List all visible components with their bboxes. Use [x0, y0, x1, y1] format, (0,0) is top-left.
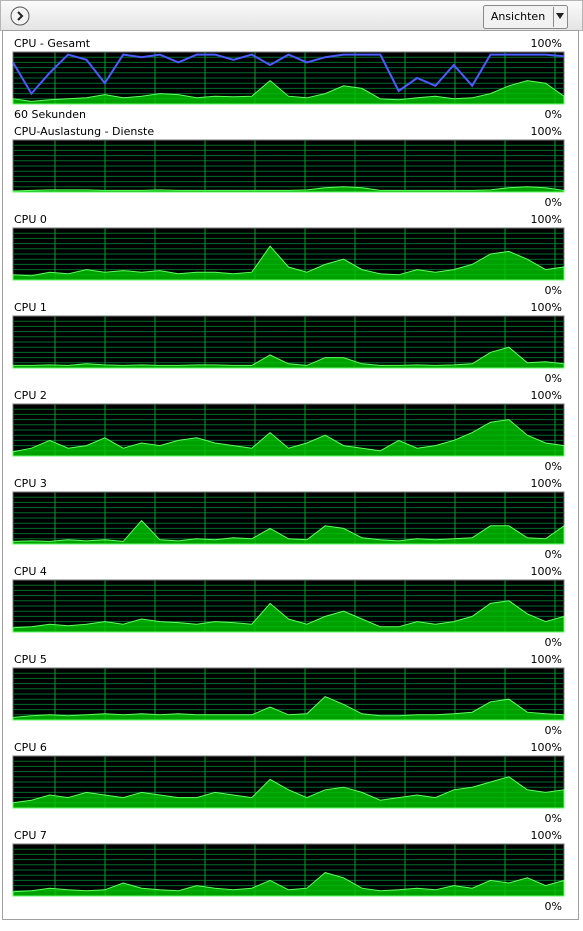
frequency-line — [12, 53, 565, 96]
y-tick-label: 100% — [531, 829, 562, 842]
chart-title: CPU 0 — [14, 213, 47, 226]
y-tick-label: 100% — [531, 477, 562, 490]
y-tick-label: 0% — [545, 548, 562, 561]
cpu-usage-area — [12, 872, 565, 897]
y-tick-label: 100% — [531, 213, 562, 226]
cpu-usage-area — [12, 79, 565, 105]
y-tick-label: 0% — [545, 636, 562, 649]
y-tick-label: 0% — [545, 108, 562, 121]
y-tick-label: 100% — [531, 301, 562, 314]
y-tick-label: 0% — [545, 900, 562, 913]
chart-title: CPU 2 — [14, 389, 47, 402]
chart-title: CPU 6 — [14, 741, 47, 754]
cpu-usage-area — [12, 519, 565, 545]
y-tick-label: 100% — [531, 565, 562, 578]
chart-title: CPU 3 — [14, 477, 47, 490]
cpu-usage-area — [12, 186, 565, 193]
cpu-usage-area — [12, 346, 565, 369]
y-tick-label: 100% — [531, 37, 562, 50]
y-tick-label: 100% — [531, 125, 562, 138]
cpu-usage-area — [12, 776, 565, 809]
y-tick-label: 0% — [545, 284, 562, 297]
y-tick-label: 100% — [531, 653, 562, 666]
y-tick-label: 100% — [531, 741, 562, 754]
views-button[interactable]: Ansichten — [483, 5, 568, 29]
expand-button[interactable] — [10, 6, 30, 26]
chart-title: CPU 5 — [14, 653, 47, 666]
panel-border — [2, 30, 579, 920]
y-tick-label: 0% — [545, 724, 562, 737]
chart-title: CPU - Gesamt — [14, 37, 91, 50]
chart-title: CPU 7 — [14, 829, 47, 842]
y-tick-label: 0% — [545, 460, 562, 473]
chart-title: CPU 1 — [14, 301, 47, 314]
chart-title: CPU-Auslastung - Dienste — [14, 125, 154, 138]
chart-title: CPU 4 — [14, 565, 47, 578]
y-tick-label: 0% — [545, 372, 562, 385]
y-tick-label: 0% — [545, 812, 562, 825]
cpu-usage-area — [12, 245, 565, 281]
x-axis-label: 60 Sekunden — [14, 108, 86, 121]
views-label: Ansichten — [491, 10, 545, 23]
y-tick-label: 100% — [531, 389, 562, 402]
cpu-usage-area — [12, 600, 565, 633]
cpu-usage-area — [12, 419, 565, 457]
y-tick-label: 0% — [545, 196, 562, 209]
cpu-usage-area — [12, 696, 565, 721]
